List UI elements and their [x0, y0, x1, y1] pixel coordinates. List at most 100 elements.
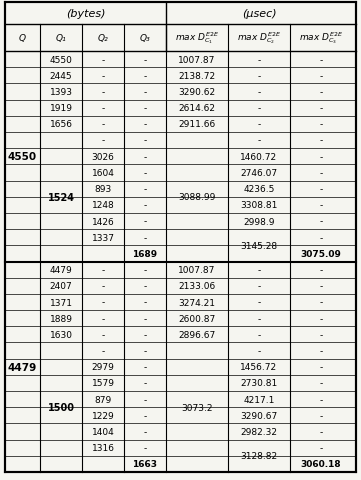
Text: 2911.66: 2911.66 [178, 120, 216, 129]
Text: 2600.87: 2600.87 [178, 314, 216, 323]
Text: 2407: 2407 [49, 282, 72, 291]
Text: 3026: 3026 [92, 153, 114, 161]
Text: -: - [319, 362, 323, 372]
Text: -: - [319, 201, 323, 210]
Text: -: - [319, 298, 323, 307]
Text: 4236.5: 4236.5 [243, 185, 275, 194]
Text: -: - [257, 314, 261, 323]
Text: 1460.72: 1460.72 [240, 153, 278, 161]
Text: -: - [319, 233, 323, 242]
Text: 1919: 1919 [49, 104, 73, 113]
Text: -: - [319, 427, 323, 436]
Text: 4550: 4550 [49, 56, 73, 64]
Text: 2614.62: 2614.62 [178, 104, 216, 113]
Text: 3128.82: 3128.82 [240, 451, 278, 460]
Text: 4479: 4479 [8, 362, 37, 372]
Text: -: - [319, 314, 323, 323]
Text: Q₃: Q₃ [140, 34, 151, 43]
Text: -: - [143, 120, 147, 129]
Text: -: - [143, 88, 147, 97]
Text: -: - [143, 362, 147, 372]
Text: 3075.09: 3075.09 [301, 250, 342, 258]
Text: (bytes): (bytes) [66, 9, 105, 19]
Text: -: - [143, 298, 147, 307]
Text: 3088.99: 3088.99 [178, 193, 216, 202]
Text: -: - [319, 379, 323, 388]
Text: -: - [143, 444, 147, 452]
Text: -: - [143, 411, 147, 420]
Text: -: - [101, 56, 105, 64]
Text: -: - [101, 330, 105, 339]
Text: 1404: 1404 [92, 427, 114, 436]
Text: -: - [143, 217, 147, 226]
Text: -: - [143, 379, 147, 388]
Text: Q₁: Q₁ [56, 34, 66, 43]
Text: -: - [143, 201, 147, 210]
Text: max $D^{E2E}_{C_1}$: max $D^{E2E}_{C_1}$ [175, 30, 219, 46]
Text: -: - [257, 136, 261, 145]
Text: -: - [319, 411, 323, 420]
Text: -: - [143, 72, 147, 81]
Text: 2133.06: 2133.06 [178, 282, 216, 291]
Text: 1456.72: 1456.72 [240, 362, 278, 372]
Text: -: - [143, 233, 147, 242]
Text: 2138.72: 2138.72 [178, 72, 216, 81]
Text: 1689: 1689 [132, 250, 157, 258]
Text: -: - [101, 298, 105, 307]
Text: -: - [319, 168, 323, 178]
Text: 3290.62: 3290.62 [178, 88, 216, 97]
Text: -: - [257, 347, 261, 355]
Text: 1337: 1337 [91, 233, 114, 242]
Text: 2982.32: 2982.32 [240, 427, 278, 436]
Text: 1371: 1371 [49, 298, 73, 307]
Text: -: - [101, 314, 105, 323]
Text: Q₂: Q₂ [97, 34, 108, 43]
Text: -: - [143, 56, 147, 64]
Text: -: - [319, 153, 323, 161]
Text: max $D^{E2E}_{C_3}$: max $D^{E2E}_{C_3}$ [299, 30, 343, 46]
Text: 1316: 1316 [91, 444, 114, 452]
Text: 2746.07: 2746.07 [240, 168, 278, 178]
Text: -: - [257, 330, 261, 339]
Text: 879: 879 [94, 395, 112, 404]
Text: 1248: 1248 [92, 201, 114, 210]
Text: -: - [257, 56, 261, 64]
Text: -: - [319, 282, 323, 291]
Text: -: - [101, 282, 105, 291]
Text: 1007.87: 1007.87 [178, 265, 216, 275]
Text: -: - [319, 56, 323, 64]
Text: 2445: 2445 [50, 72, 72, 81]
Text: -: - [257, 88, 261, 97]
Text: 1663: 1663 [132, 459, 157, 468]
Text: 1889: 1889 [49, 314, 73, 323]
Text: -: - [143, 395, 147, 404]
Text: 1007.87: 1007.87 [178, 56, 216, 64]
Text: -: - [319, 217, 323, 226]
Text: Q: Q [19, 34, 26, 43]
Text: -: - [143, 185, 147, 194]
Text: -: - [257, 282, 261, 291]
Text: -: - [143, 136, 147, 145]
Text: 1229: 1229 [92, 411, 114, 420]
Text: -: - [319, 395, 323, 404]
Text: 1604: 1604 [92, 168, 114, 178]
Text: -: - [257, 72, 261, 81]
Text: -: - [143, 314, 147, 323]
Text: 2998.9: 2998.9 [243, 217, 275, 226]
Text: -: - [319, 444, 323, 452]
Text: 3060.18: 3060.18 [301, 459, 341, 468]
Text: 3145.28: 3145.28 [240, 241, 278, 250]
Text: 1524: 1524 [48, 192, 74, 203]
Text: (μsec): (μsec) [242, 9, 276, 19]
Text: -: - [319, 72, 323, 81]
Text: 4479: 4479 [49, 265, 72, 275]
Text: max $D^{E2E}_{C_2}$: max $D^{E2E}_{C_2}$ [237, 30, 281, 46]
Text: -: - [143, 427, 147, 436]
Text: 4550: 4550 [8, 152, 37, 162]
Text: -: - [101, 265, 105, 275]
Text: -: - [319, 265, 323, 275]
Text: -: - [143, 265, 147, 275]
Text: -: - [143, 282, 147, 291]
Text: -: - [319, 136, 323, 145]
Text: 2979: 2979 [92, 362, 114, 372]
